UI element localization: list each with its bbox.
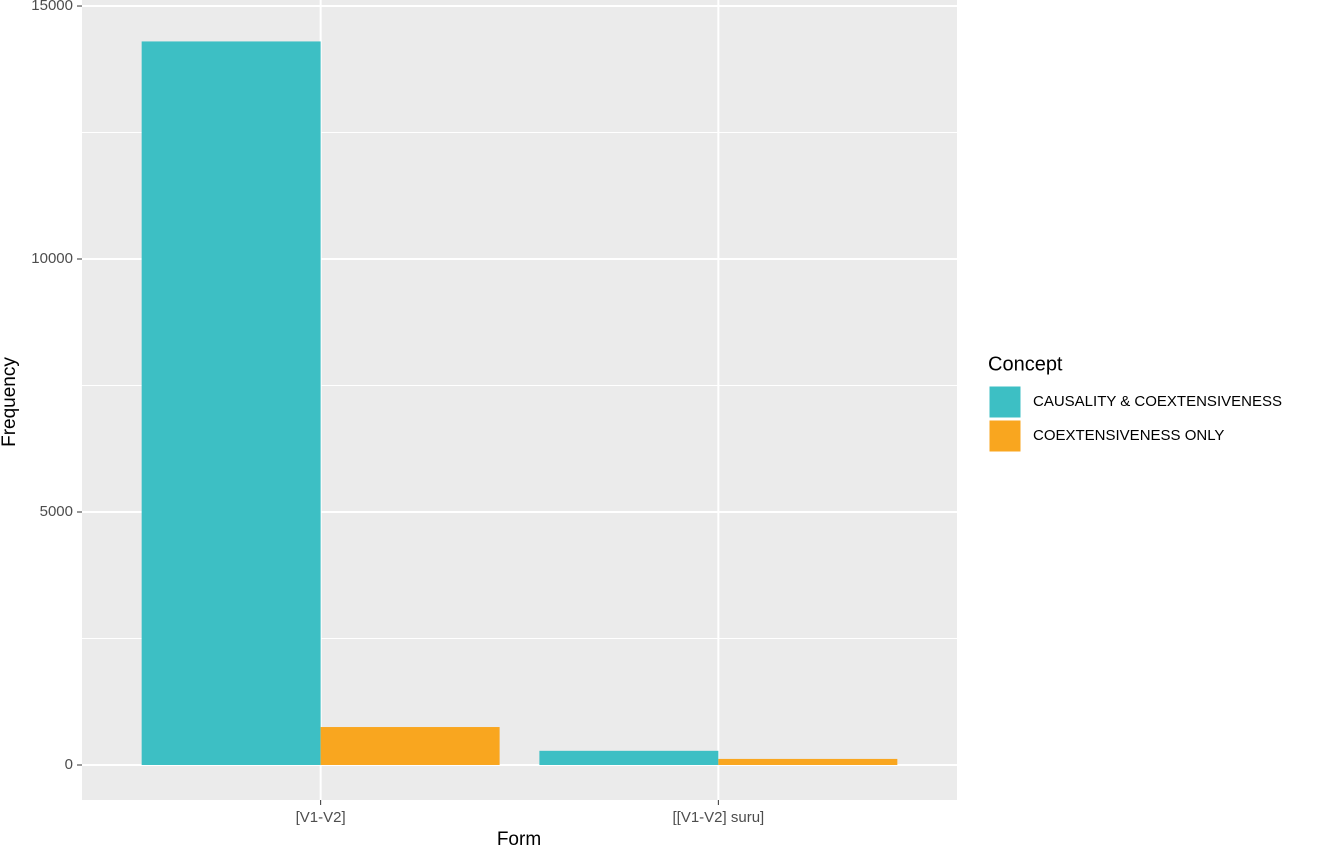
x-tick-label: [[V1-V2] suru] bbox=[673, 809, 765, 826]
legend-key bbox=[988, 419, 1022, 453]
bar bbox=[718, 758, 898, 765]
bar bbox=[539, 750, 719, 765]
y-tick-label: 10000 bbox=[31, 250, 73, 267]
x-tick-label: [V1-V2] bbox=[296, 809, 346, 826]
y-axis-title: Frequency bbox=[0, 357, 20, 447]
legend-title: Concept bbox=[988, 353, 1063, 375]
bars bbox=[141, 41, 898, 765]
y-tick-label: 0 bbox=[65, 756, 73, 773]
bar bbox=[320, 727, 500, 765]
x-axis-title: Form bbox=[497, 829, 541, 848]
legend-label: CAUSALITY & COEXTENSIVENESS bbox=[1033, 393, 1282, 410]
y-tick-label: 5000 bbox=[40, 503, 73, 520]
bar bbox=[141, 41, 321, 765]
legend-label: COEXTENSIVENESS ONLY bbox=[1033, 427, 1224, 444]
y-tick-label: 15000 bbox=[31, 0, 73, 14]
legend-key bbox=[988, 385, 1022, 419]
